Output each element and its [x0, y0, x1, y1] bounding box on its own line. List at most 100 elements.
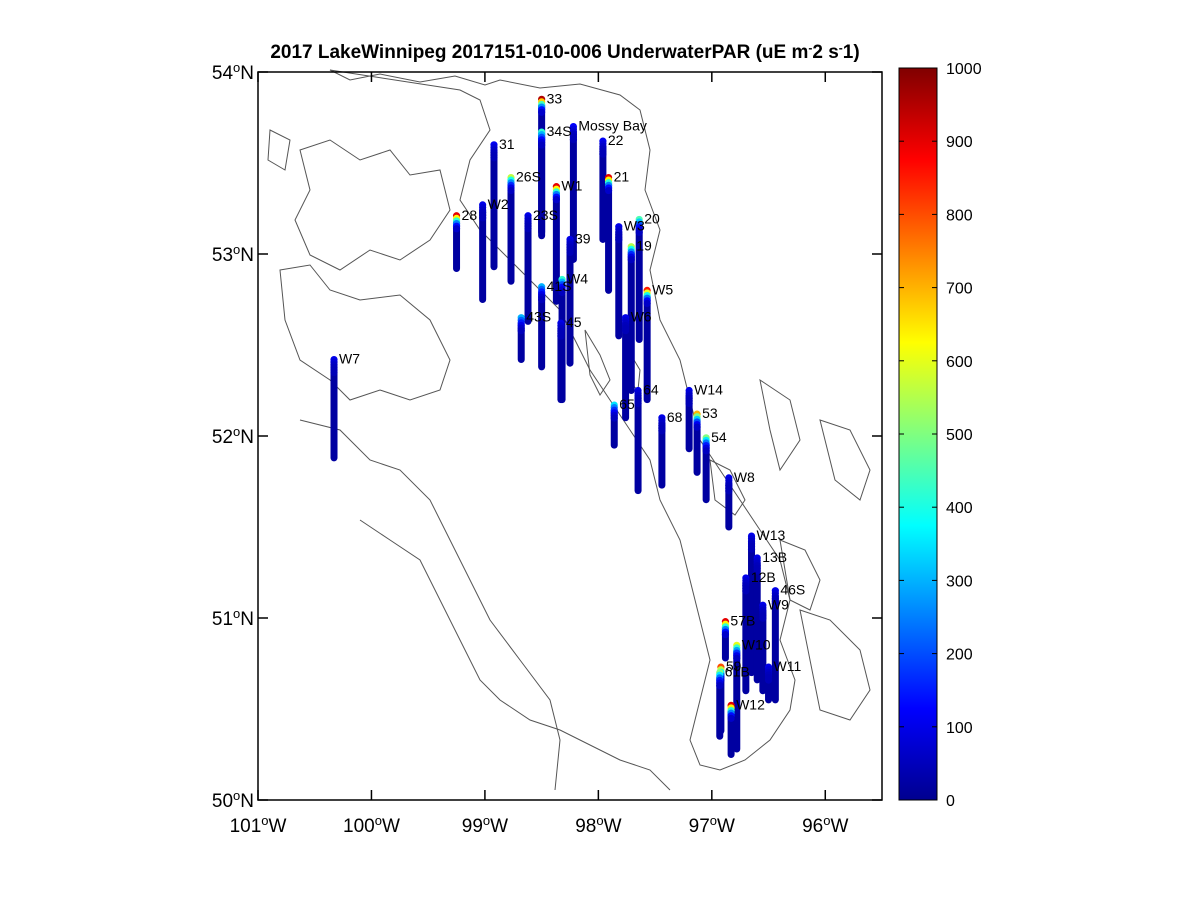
par-sample-point — [517, 327, 525, 335]
station-label: W3 — [624, 218, 645, 234]
figure-title: 2017 LakeWinnipeg 2017151-010-006 Underw… — [270, 41, 859, 63]
lon-tick-label: 98oW — [575, 813, 621, 837]
lon-tick-label: 100oW — [343, 813, 400, 837]
colorbar-tick-label: 400 — [946, 500, 973, 517]
station-label: 64 — [643, 382, 659, 398]
station-label: 33 — [547, 90, 563, 106]
station-label: 12B — [751, 569, 776, 585]
station-label: 28 — [462, 207, 478, 223]
lat-tick-label: 54oN — [212, 60, 254, 84]
colorbar-tick-label: 800 — [946, 207, 973, 224]
par-sample-point — [557, 332, 565, 340]
lat-tick-label: 53oN — [212, 242, 254, 266]
station-label: 59 — [726, 658, 742, 674]
par-sample-point — [643, 299, 651, 307]
station-label: W1 — [561, 178, 582, 194]
coastline-layer — [267, 69, 871, 791]
par-sample-point — [702, 447, 710, 455]
par-sample-point — [538, 141, 546, 149]
station-label: 26S — [516, 169, 541, 185]
station-label: 68 — [667, 409, 683, 425]
station-label: 61B — [725, 664, 750, 680]
station-label: W14 — [694, 382, 723, 398]
station-label: 43S — [526, 309, 551, 325]
station-label: 41S — [547, 278, 572, 294]
par-sample-point — [658, 427, 666, 435]
lon-tick-label: 97oW — [689, 813, 735, 837]
par-sample-point — [693, 423, 701, 431]
par-sample-point — [566, 248, 574, 257]
station-label: 13B — [762, 549, 787, 565]
par-sample-point — [747, 545, 756, 553]
par-sample-point — [599, 150, 607, 158]
station-label: 21 — [614, 169, 630, 185]
colorbar-tick-label: 500 — [946, 427, 973, 444]
par-sample-point — [604, 186, 613, 195]
station-label: 23S — [533, 207, 558, 223]
station-label: W4 — [567, 270, 588, 286]
station-label: W11 — [774, 658, 802, 674]
colorbar-tick-label: 100 — [946, 720, 973, 737]
par-sample-point — [627, 256, 635, 264]
station-label: W8 — [734, 469, 755, 485]
station-label: 65 — [619, 396, 635, 412]
par-sample-point — [552, 196, 560, 204]
par-sample-point — [771, 600, 779, 608]
station-label: W7 — [339, 351, 360, 367]
par-sample-point — [753, 567, 761, 575]
par-sample-point — [716, 682, 724, 690]
par-sample-point — [634, 399, 642, 408]
par-sample-point — [558, 288, 566, 297]
par-sample-point — [764, 676, 773, 684]
station-label: 34S — [547, 123, 572, 139]
station-profiles — [330, 95, 779, 758]
station-label: 39 — [575, 230, 591, 246]
par-sample-point — [685, 399, 693, 408]
par-sample-point — [479, 214, 487, 222]
station-label: 45 — [566, 314, 582, 330]
par-sample-point — [742, 587, 750, 595]
station-label: 19 — [636, 238, 652, 254]
lat-tick-label: 52oN — [212, 424, 254, 448]
lat-tick-label: 50oN — [212, 788, 254, 812]
par-sample-point — [635, 228, 643, 237]
station-label: 46S — [780, 582, 805, 598]
colorbar — [898, 67, 938, 801]
par-sample-point — [727, 714, 735, 722]
station-label: W13 — [757, 527, 786, 543]
par-sample-point — [538, 108, 546, 116]
station-label: 53 — [702, 405, 718, 421]
station-label: W10 — [742, 636, 771, 652]
par-sample-point — [524, 225, 532, 233]
par-sample-point — [621, 327, 630, 335]
colorbar-tick-label: 200 — [946, 647, 973, 664]
station-label: W9 — [768, 596, 789, 612]
par-sample-point — [721, 631, 730, 639]
lat-tick-label: 51oN — [212, 606, 254, 630]
station-label: 20 — [644, 210, 660, 226]
par-sample-point — [569, 136, 578, 144]
station-label: W5 — [652, 281, 673, 297]
par-sample-point — [759, 614, 767, 622]
station-label: 22 — [608, 132, 624, 148]
colorbar-tick-label: 300 — [946, 573, 973, 590]
par-sample-point — [615, 236, 623, 244]
par-sample-point — [725, 487, 733, 495]
colorbar-tick-label: 900 — [946, 134, 973, 151]
par-sample-point — [507, 186, 515, 195]
par-sample-point — [538, 296, 546, 304]
colorbar-tick-label: 600 — [946, 354, 973, 371]
station-label: W2 — [488, 196, 509, 212]
station-label: Mossy Bay — [578, 118, 646, 134]
station-label: W6 — [631, 309, 652, 325]
lon-tick-label: 99oW — [462, 813, 508, 837]
colorbar-tick-label: 1000 — [946, 61, 982, 78]
lon-tick-label: 101oW — [230, 813, 287, 837]
colorbar-tick-label: 700 — [946, 281, 973, 298]
station-label: 54 — [711, 429, 727, 445]
par-sample-point — [330, 368, 338, 377]
station-label: 57B — [730, 613, 755, 629]
